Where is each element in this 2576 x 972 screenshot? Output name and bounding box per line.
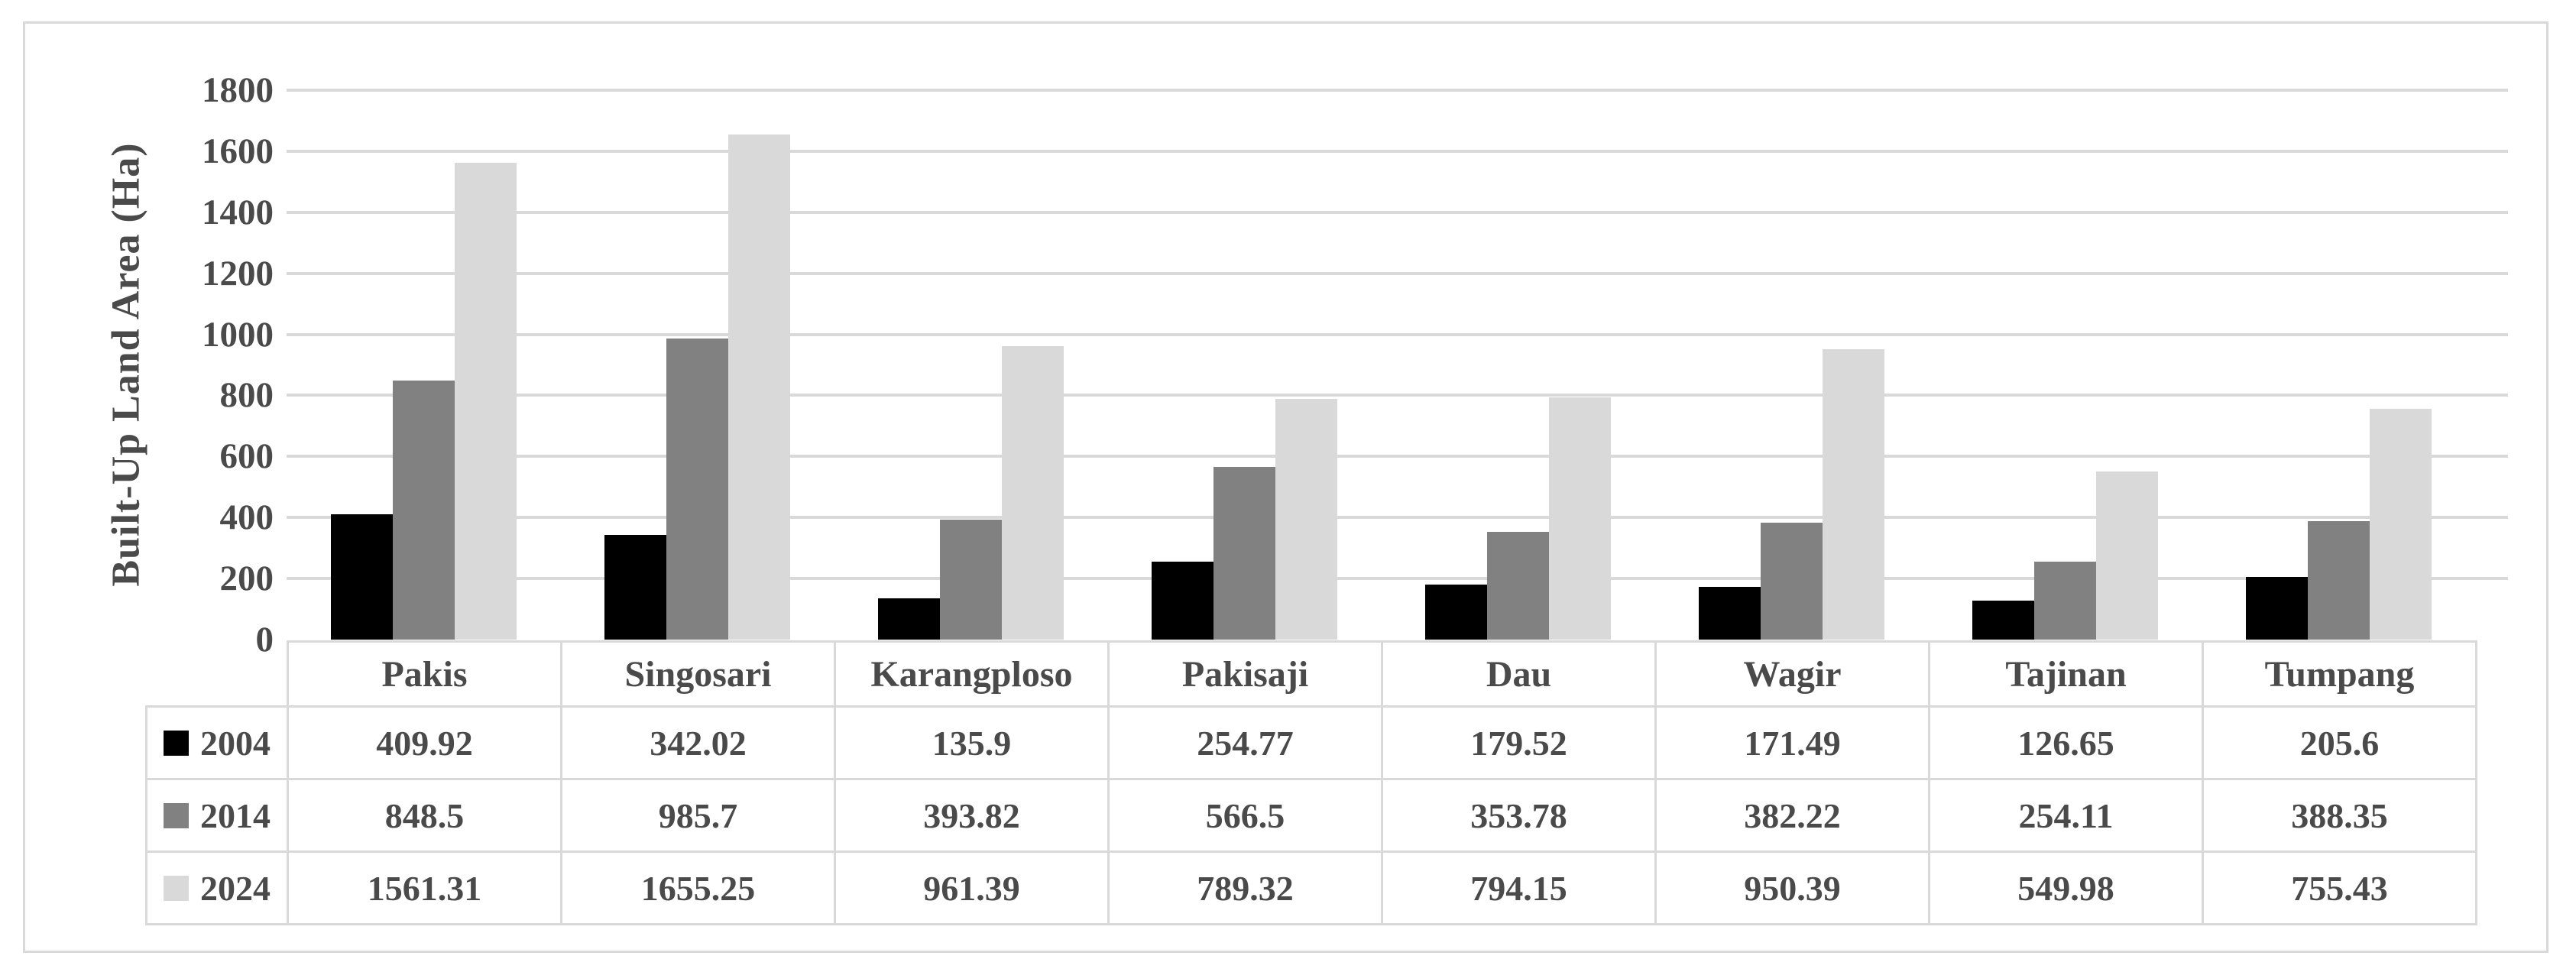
category-header-cell: Tajinan	[1928, 640, 2202, 705]
value-cell-2004-tumpang: 205.6	[2202, 705, 2477, 778]
bar-2024-singosari	[727, 134, 790, 640]
category-header-cell: Pakisaji	[1107, 640, 1381, 705]
category-header-cell: Tumpang	[2202, 640, 2477, 705]
bar-2014-pakis	[392, 381, 455, 640]
y-tick-label: 1000	[202, 314, 274, 355]
legend-key-2004-icon	[164, 730, 189, 756]
y-tick-label: 0	[255, 620, 274, 659]
bar-2004-pakis	[330, 514, 393, 640]
bar-2014-tajinan	[2033, 562, 2096, 640]
bar-2014-tumpang	[2307, 521, 2370, 640]
value-cell-2014-singosari: 985.7	[560, 778, 834, 851]
gridline	[287, 455, 2508, 458]
value-cell-2024-dau: 794.15	[1381, 851, 1654, 925]
value-cell-2014-karangploso: 393.82	[834, 778, 1107, 851]
gridline	[287, 210, 2508, 214]
y-tick-label: 1200	[202, 253, 274, 293]
series-year-label: 2024	[200, 868, 271, 908]
value-cell-2014-dau: 353.78	[1381, 778, 1654, 851]
value-cell-2004-wagir: 171.49	[1654, 705, 1928, 778]
bar-2024-tajinan	[2095, 471, 2158, 640]
value-cell-2014-pakisaji: 566.5	[1107, 778, 1381, 851]
y-tick-label: 200	[219, 559, 274, 599]
bar-2014-singosari	[666, 339, 728, 640]
y-tick-label: 800	[219, 375, 274, 416]
bar-2014-pakisaji	[1213, 467, 1275, 640]
gridline	[287, 271, 2508, 275]
category-header-cell: Singosari	[560, 640, 834, 705]
y-tick-label: 1400	[202, 192, 274, 232]
value-cell-2024-singosari: 1655.25	[560, 851, 834, 925]
gridline	[287, 149, 2508, 153]
gridline	[287, 577, 2508, 581]
value-cell-2024-tajinan: 549.98	[1928, 851, 2202, 925]
bar-2014-dau	[1486, 532, 1549, 640]
category-header-cell: Karangploso	[834, 640, 1107, 705]
legend-key-2024-icon	[164, 875, 189, 901]
bar-2024-dau	[1548, 397, 1611, 640]
value-cell-2024-karangploso: 961.39	[834, 851, 1107, 925]
category-header-cell: Pakis	[287, 640, 560, 705]
y-tick-label: 1600	[202, 131, 274, 171]
bar-2004-tajinan	[1972, 601, 2034, 640]
series-year-label: 2004	[200, 723, 271, 763]
value-cell-2014-pakis: 848.5	[287, 778, 560, 851]
gridline	[287, 89, 2508, 92]
bar-2024-tumpang	[2369, 409, 2432, 640]
bar-2004-tumpang	[2245, 577, 2308, 640]
y-tick-label: 600	[219, 436, 274, 477]
y-tick-label: 1800	[202, 70, 274, 110]
value-cell-2024-wagir: 950.39	[1654, 851, 1928, 925]
bar-2004-singosari	[604, 535, 666, 640]
year-label-cell: 2024	[145, 851, 287, 925]
bar-2004-wagir	[1698, 587, 1761, 640]
category-header-cell: Dau	[1381, 640, 1654, 705]
year-label-cell: 2004	[145, 705, 287, 778]
bar-2004-pakisaji	[1151, 562, 1213, 640]
value-cell-2024-pakis: 1561.31	[287, 851, 560, 925]
gridline	[287, 332, 2508, 336]
series-year-label: 2014	[200, 795, 271, 835]
value-cell-2014-tajinan: 254.11	[1928, 778, 2202, 851]
value-cell-2024-pakisaji: 789.32	[1107, 851, 1381, 925]
value-cell-2004-karangploso: 135.9	[834, 705, 1107, 778]
value-cell-2014-wagir: 382.22	[1654, 778, 1928, 851]
value-cell-2004-singosari: 342.02	[560, 705, 834, 778]
gridline	[287, 516, 2508, 520]
bar-2024-pakisaji	[1275, 399, 1337, 640]
legend-key-2014-icon	[164, 802, 189, 828]
value-cell-2004-pakisaji: 254.77	[1107, 705, 1381, 778]
bar-2024-karangploso	[1001, 346, 1064, 640]
bar-2004-dau	[1424, 585, 1487, 640]
category-header-cell: Wagir	[1654, 640, 1928, 705]
gridline	[287, 394, 2508, 397]
value-cell-2004-pakis: 409.92	[287, 705, 560, 778]
value-cell-2004-dau: 179.52	[1381, 705, 1654, 778]
y-tick-label: 400	[219, 497, 274, 538]
value-cell-2004-tajinan: 126.65	[1928, 705, 2202, 778]
year-label-cell: 2014	[145, 778, 287, 851]
bar-2014-karangploso	[939, 520, 1002, 640]
value-cell-2014-tumpang: 388.35	[2202, 778, 2477, 851]
bar-2024-wagir	[1822, 349, 1884, 640]
bar-2014-wagir	[1760, 523, 1823, 640]
bar-2024-pakis	[454, 163, 517, 640]
bar-2004-karangploso	[877, 598, 940, 640]
value-cell-2024-tumpang: 755.43	[2202, 851, 2477, 925]
